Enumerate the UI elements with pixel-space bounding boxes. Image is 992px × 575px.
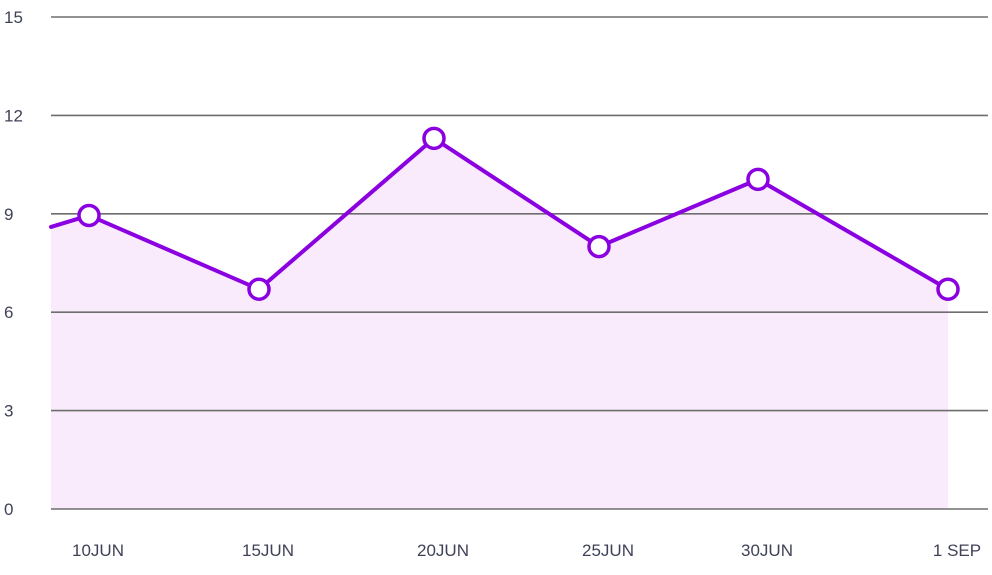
x-tick-label: 30JUN — [741, 541, 793, 560]
area-fill — [51, 138, 948, 510]
data-points — [77, 126, 960, 301]
data-point[interactable] — [936, 277, 960, 301]
x-tick-label: 15JUN — [242, 541, 294, 560]
y-axis-ticks: 0 3 6 9 12 15 — [4, 8, 23, 519]
data-point[interactable] — [77, 203, 101, 228]
y-tick-label: 9 — [4, 205, 13, 224]
x-tick-label: 25JUN — [582, 541, 634, 560]
x-tick-label: 20JUN — [417, 541, 469, 560]
gridlines — [51, 16, 988, 510]
x-axis-ticks: 10JUN 15JUN 20JUN 25JUN 30JUN 1 SEP — [72, 541, 981, 560]
y-tick-label: 12 — [4, 106, 23, 125]
y-tick-label: 3 — [4, 402, 13, 421]
data-point[interactable] — [587, 234, 611, 259]
data-point[interactable] — [746, 167, 770, 192]
y-tick-label: 15 — [4, 8, 23, 27]
x-tick-label: 10JUN — [72, 541, 124, 560]
area-fill-layer — [51, 138, 948, 510]
x-tick-label: 1 SEP — [933, 541, 981, 560]
data-point[interactable] — [422, 126, 446, 151]
y-tick-label: 0 — [4, 500, 13, 519]
y-tick-label: 6 — [4, 303, 13, 322]
data-point[interactable] — [247, 277, 271, 301]
